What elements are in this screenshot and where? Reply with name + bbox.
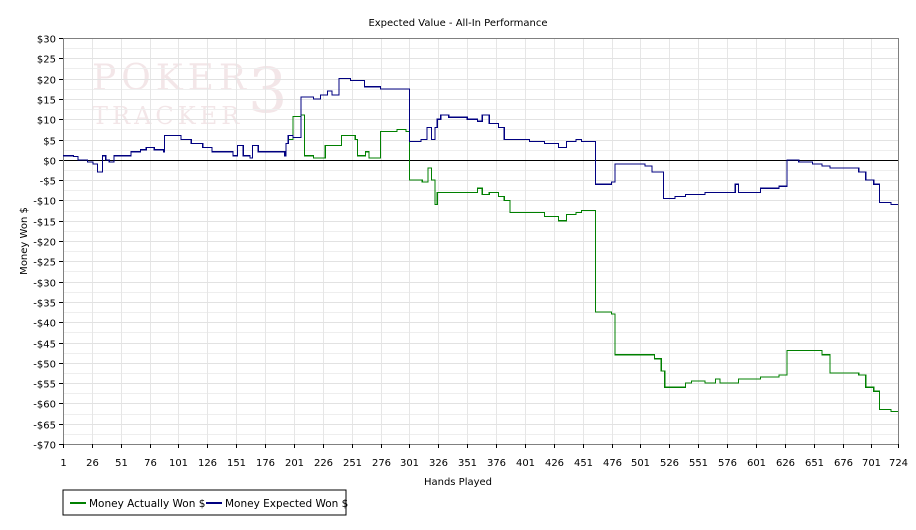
legend-label-actual: Money Actually Won $: [89, 498, 205, 510]
plot-area-border: [63, 38, 899, 445]
x-tick-label: 201: [285, 458, 304, 469]
x-tick-label: 76: [144, 458, 157, 469]
x-tick-label: 626: [776, 458, 795, 469]
x-tick-label: 301: [400, 458, 419, 469]
watermark-digit: 3: [248, 54, 287, 127]
x-tick-label: 176: [256, 458, 275, 469]
legend-box: [62, 489, 347, 516]
x-tick-label: 501: [631, 458, 650, 469]
x-tick-label: 676: [834, 458, 853, 469]
x-tick-label: 226: [314, 458, 333, 469]
x-tick-label: 601: [747, 458, 766, 469]
x-tick-label: 151: [227, 458, 246, 469]
y-tick-label: -$30: [33, 279, 56, 290]
y-tick-label: -$15: [33, 218, 56, 229]
y-tick-label: -$40: [33, 319, 56, 330]
y-axis-label: Money Won $: [19, 207, 30, 275]
x-tick-label: 126: [198, 458, 217, 469]
y-tick-label: $30: [37, 35, 56, 46]
series-line-expected: [63, 78, 898, 206]
chart-title: Expected Value - All-In Performance: [368, 18, 547, 29]
y-tick-label: -$65: [33, 421, 56, 432]
x-axis: 1 26 51 76 101 126 151 176 201 226 251 276 301 326 351…: [60, 444, 908, 469]
y-tick-label: $25: [37, 55, 56, 66]
y-tick-label: -$35: [33, 299, 56, 310]
x-axis-label: Hands Played: [424, 477, 492, 488]
y-tick-label: -$25: [33, 258, 56, 269]
x-tick-label: 1: [60, 458, 66, 469]
x-tick-label: 351: [458, 458, 477, 469]
y-tick-label: -$20: [33, 238, 56, 249]
x-tick-label: 551: [689, 458, 708, 469]
y-tick-label: -$10: [33, 197, 56, 208]
x-tick-label: 701: [862, 458, 881, 469]
x-tick-label: 251: [343, 458, 362, 469]
y-tick-label: -$5: [40, 177, 56, 188]
x-tick-label: 51: [115, 458, 128, 469]
y-tick-label: -$55: [33, 380, 56, 391]
y-tick-label: $5: [43, 137, 56, 148]
y-tick-label: -$60: [33, 400, 56, 411]
x-tick-label: 576: [718, 458, 737, 469]
x-tick-label: 326: [429, 458, 448, 469]
x-tick-label: 101: [169, 458, 188, 469]
x-tick-label: 476: [603, 458, 622, 469]
x-tick-label: 426: [545, 458, 564, 469]
x-tick-label: 526: [660, 458, 679, 469]
watermark-line2: TRACKER: [92, 102, 243, 130]
x-tick-label: 376: [487, 458, 506, 469]
x-tick-label: 724: [889, 458, 908, 469]
y-axis: $30 $25 $20 $15 $10 $5 $0 -$5 -$10 -$15 -$20 -$25 -$…: [33, 35, 63, 452]
y-tick-label: $20: [37, 76, 56, 87]
legend-label-expected: Money Expected Won $: [225, 498, 348, 510]
y-tick-label: $0: [43, 157, 56, 168]
watermark-line1: POKER: [92, 58, 251, 99]
legend: Money Actually Won $ Money Expected Won …: [62, 489, 348, 516]
y-tick-label: -$70: [33, 441, 56, 452]
y-tick-label: $10: [37, 116, 56, 127]
y-tick-label: -$50: [33, 360, 56, 371]
y-tick-label: -$45: [33, 340, 56, 351]
x-tick-label: 651: [805, 458, 824, 469]
series-layer: [63, 78, 898, 413]
y-tick-label: $15: [37, 96, 56, 107]
x-tick-label: 26: [86, 458, 99, 469]
x-tick-label: 276: [372, 458, 391, 469]
x-tick-label: 401: [516, 458, 535, 469]
poker-tracker-watermark: POKER TRACKER 3: [92, 54, 287, 130]
x-tick-label: 451: [574, 458, 593, 469]
